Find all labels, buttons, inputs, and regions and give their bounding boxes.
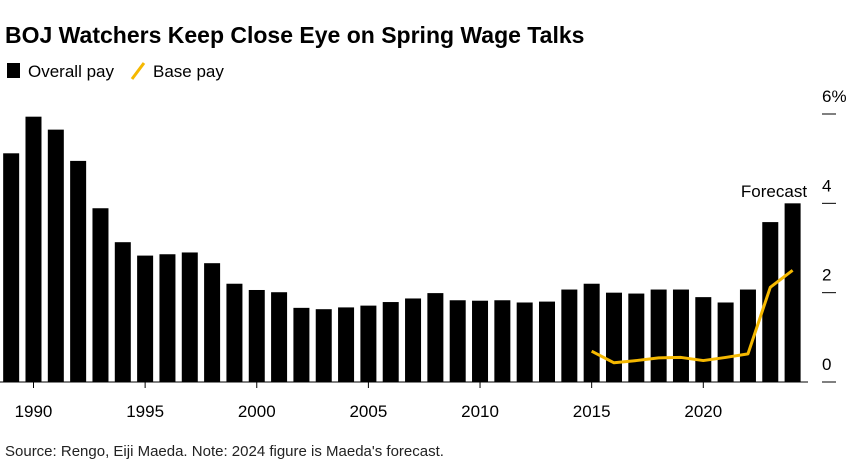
bar (315, 309, 332, 382)
x-tick-label: 2010 (461, 402, 499, 421)
legend-label: Base pay (153, 62, 224, 81)
x-tick-label: 2000 (238, 402, 276, 421)
bar (539, 301, 556, 382)
bar (159, 254, 176, 382)
y-tick-label: 4 (822, 176, 831, 195)
bar (70, 160, 87, 382)
x-tick-label: 2015 (573, 402, 611, 421)
bar (472, 300, 489, 382)
bar (628, 293, 645, 382)
bar (248, 289, 265, 382)
annotation: Forecast (741, 182, 807, 201)
bar (650, 289, 667, 382)
bar (717, 302, 734, 382)
bar (605, 292, 622, 382)
legend-swatch (130, 62, 146, 80)
bar (3, 153, 20, 382)
source-note: Source: Rengo, Eiji Maeda. Note: 2024 fi… (5, 443, 444, 460)
bar (114, 242, 131, 382)
bar (405, 298, 422, 382)
line (590, 269, 794, 365)
bar (695, 297, 712, 382)
bar (271, 292, 288, 382)
chart-title: BOJ Watchers Keep Close Eye on Spring Wa… (5, 22, 584, 48)
x-tick-label: 1995 (126, 402, 164, 421)
x-tick-label: 2005 (349, 402, 387, 421)
bar (137, 255, 154, 382)
bar (762, 222, 779, 382)
bar (449, 300, 466, 382)
y-tick-label: 2 (822, 266, 831, 285)
bar (672, 289, 689, 382)
bar (47, 129, 64, 382)
bar (204, 263, 221, 382)
bar (92, 208, 109, 382)
bar (427, 293, 444, 382)
bar (293, 307, 310, 382)
bar (784, 203, 801, 382)
legend-label: Overall pay (28, 62, 114, 81)
bar (338, 307, 355, 382)
bar (181, 252, 198, 382)
bar (561, 289, 578, 382)
bar (360, 305, 377, 382)
bar (382, 302, 399, 382)
bar (25, 116, 42, 383)
x-tick-label: 2020 (684, 402, 722, 421)
legend-swatch (7, 63, 20, 78)
x-tick-label: 1990 (15, 402, 53, 421)
bar (516, 302, 533, 382)
bar (226, 283, 243, 382)
y-tick-label: 6% (822, 87, 847, 106)
bar (739, 289, 756, 382)
bar (583, 283, 600, 382)
y-tick-label: 0 (822, 355, 831, 374)
bar (494, 300, 511, 382)
